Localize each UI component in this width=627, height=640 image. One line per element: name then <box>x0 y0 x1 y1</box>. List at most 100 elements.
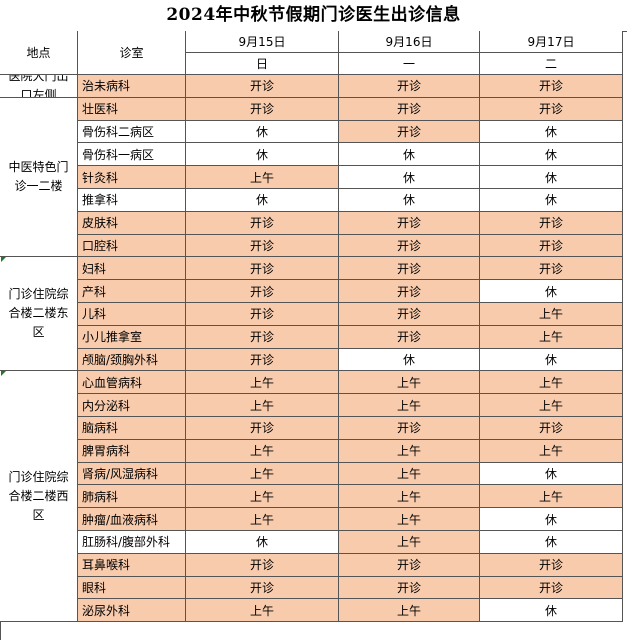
department-cell: 肿瘤/血液病科 <box>78 508 186 531</box>
location-cell: 门诊住院综合楼二楼西区 <box>0 371 78 623</box>
status-cell: 休 <box>186 120 339 144</box>
department-cell: 骨伤科二病区 <box>78 120 186 144</box>
status-cell: 上午 <box>186 508 339 531</box>
department-cell: 皮肤科 <box>78 211 186 235</box>
department-cell: 泌尿外科 <box>78 599 186 623</box>
header-weekday: 日 <box>186 53 339 75</box>
status-cell: 休 <box>480 348 623 372</box>
status-cell: 上午 <box>186 439 339 463</box>
location-cell: 门诊住院综合楼二楼东区 <box>0 257 78 372</box>
comment-marker <box>1 371 6 377</box>
status-cell: 开诊 <box>339 234 480 258</box>
status-cell: 开诊 <box>339 211 480 235</box>
status-cell: 开诊 <box>480 75 623 98</box>
status-cell: 上午 <box>339 531 480 554</box>
department-cell: 治未病科 <box>78 75 186 98</box>
status-cell: 开诊 <box>339 325 480 349</box>
status-cell: 开诊 <box>480 257 623 281</box>
status-cell: 上午 <box>339 394 480 417</box>
status-cell: 开诊 <box>186 75 339 98</box>
department-cell: 内分泌科 <box>78 394 186 417</box>
status-cell: 上午 <box>186 462 339 486</box>
status-cell: 开诊 <box>480 553 623 577</box>
status-cell: 开诊 <box>339 75 480 98</box>
status-cell: 开诊 <box>186 211 339 235</box>
status-cell: 休 <box>480 599 623 623</box>
status-cell: 开诊 <box>186 325 339 349</box>
status-cell: 休 <box>480 189 623 212</box>
department-cell: 心血管病科 <box>78 371 186 395</box>
status-cell: 开诊 <box>339 280 480 303</box>
status-cell: 上午 <box>339 439 480 463</box>
status-cell: 上午 <box>186 485 339 509</box>
department-cell: 小儿推拿室 <box>78 325 186 349</box>
header-date: 9月17日 <box>480 31 623 53</box>
status-cell: 休 <box>480 462 623 486</box>
status-cell: 休 <box>480 120 623 144</box>
status-cell: 开诊 <box>339 303 480 326</box>
department-cell: 妇科 <box>78 257 186 281</box>
status-cell: 休 <box>339 348 480 372</box>
status-cell: 休 <box>480 280 623 303</box>
department-cell: 口腔科 <box>78 234 186 258</box>
status-cell: 上午 <box>480 325 623 349</box>
status-cell: 上午 <box>186 166 339 189</box>
department-cell: 壮医科 <box>78 97 186 121</box>
status-cell: 上午 <box>339 599 480 623</box>
status-cell: 开诊 <box>186 303 339 326</box>
status-cell: 开诊 <box>339 553 480 577</box>
status-cell: 休 <box>480 143 623 167</box>
department-cell: 眼科 <box>78 576 186 600</box>
status-cell: 上午 <box>480 371 623 395</box>
comment-marker <box>1 257 6 263</box>
status-cell: 休 <box>480 508 623 531</box>
status-cell: 开诊 <box>186 97 339 121</box>
department-cell: 颅脑/颈胸外科 <box>78 348 186 372</box>
header-date: 9月16日 <box>339 31 480 53</box>
header-date: 9月15日 <box>186 31 339 53</box>
status-cell: 上午 <box>480 485 623 509</box>
header-department: 诊室 <box>78 31 186 75</box>
status-cell: 休 <box>186 143 339 167</box>
status-cell: 上午 <box>339 508 480 531</box>
status-cell: 上午 <box>339 485 480 509</box>
status-cell: 开诊 <box>186 257 339 281</box>
status-cell: 开诊 <box>480 417 623 440</box>
header-weekday: 二 <box>480 53 623 75</box>
header-location: 地点 <box>0 31 78 75</box>
location-cell: 医院大门出口左侧 <box>0 75 78 98</box>
status-cell: 休 <box>339 166 480 189</box>
status-cell: 休 <box>480 166 623 189</box>
status-cell: 开诊 <box>480 234 623 258</box>
status-cell: 开诊 <box>480 211 623 235</box>
department-cell: 推拿科 <box>78 189 186 212</box>
status-cell: 上午 <box>186 394 339 417</box>
department-cell: 肛肠科/腹部外科 <box>78 531 186 554</box>
status-cell: 休 <box>339 143 480 167</box>
status-cell: 休 <box>186 531 339 554</box>
header-weekday: 一 <box>339 53 480 75</box>
status-cell: 上午 <box>186 371 339 395</box>
status-cell: 开诊 <box>339 417 480 440</box>
status-cell: 上午 <box>186 599 339 623</box>
department-cell: 针灸科 <box>78 166 186 189</box>
status-cell: 上午 <box>480 439 623 463</box>
location-cell: 中医特色门诊一二楼 <box>0 97 78 258</box>
status-cell: 上午 <box>339 462 480 486</box>
status-cell: 休 <box>339 189 480 212</box>
status-cell: 休 <box>480 531 623 554</box>
status-cell: 开诊 <box>186 417 339 440</box>
status-cell: 上午 <box>480 303 623 326</box>
department-cell: 产科 <box>78 280 186 303</box>
status-cell: 开诊 <box>339 576 480 600</box>
status-cell: 休 <box>186 189 339 212</box>
status-cell: 开诊 <box>339 120 480 144</box>
department-cell: 儿科 <box>78 303 186 326</box>
status-cell: 开诊 <box>480 97 623 121</box>
schedule-table: 地点 诊室 9月15日日 9月16日一 9月17日二医院大门出口左侧 治未病科 开诊 开诊 开诊… <box>0 31 627 640</box>
status-cell: 开诊 <box>186 348 339 372</box>
department-cell: 肾病/风湿病科 <box>78 462 186 486</box>
status-cell: 上午 <box>480 394 623 417</box>
department-cell: 肺病科 <box>78 485 186 509</box>
status-cell: 上午 <box>339 371 480 395</box>
